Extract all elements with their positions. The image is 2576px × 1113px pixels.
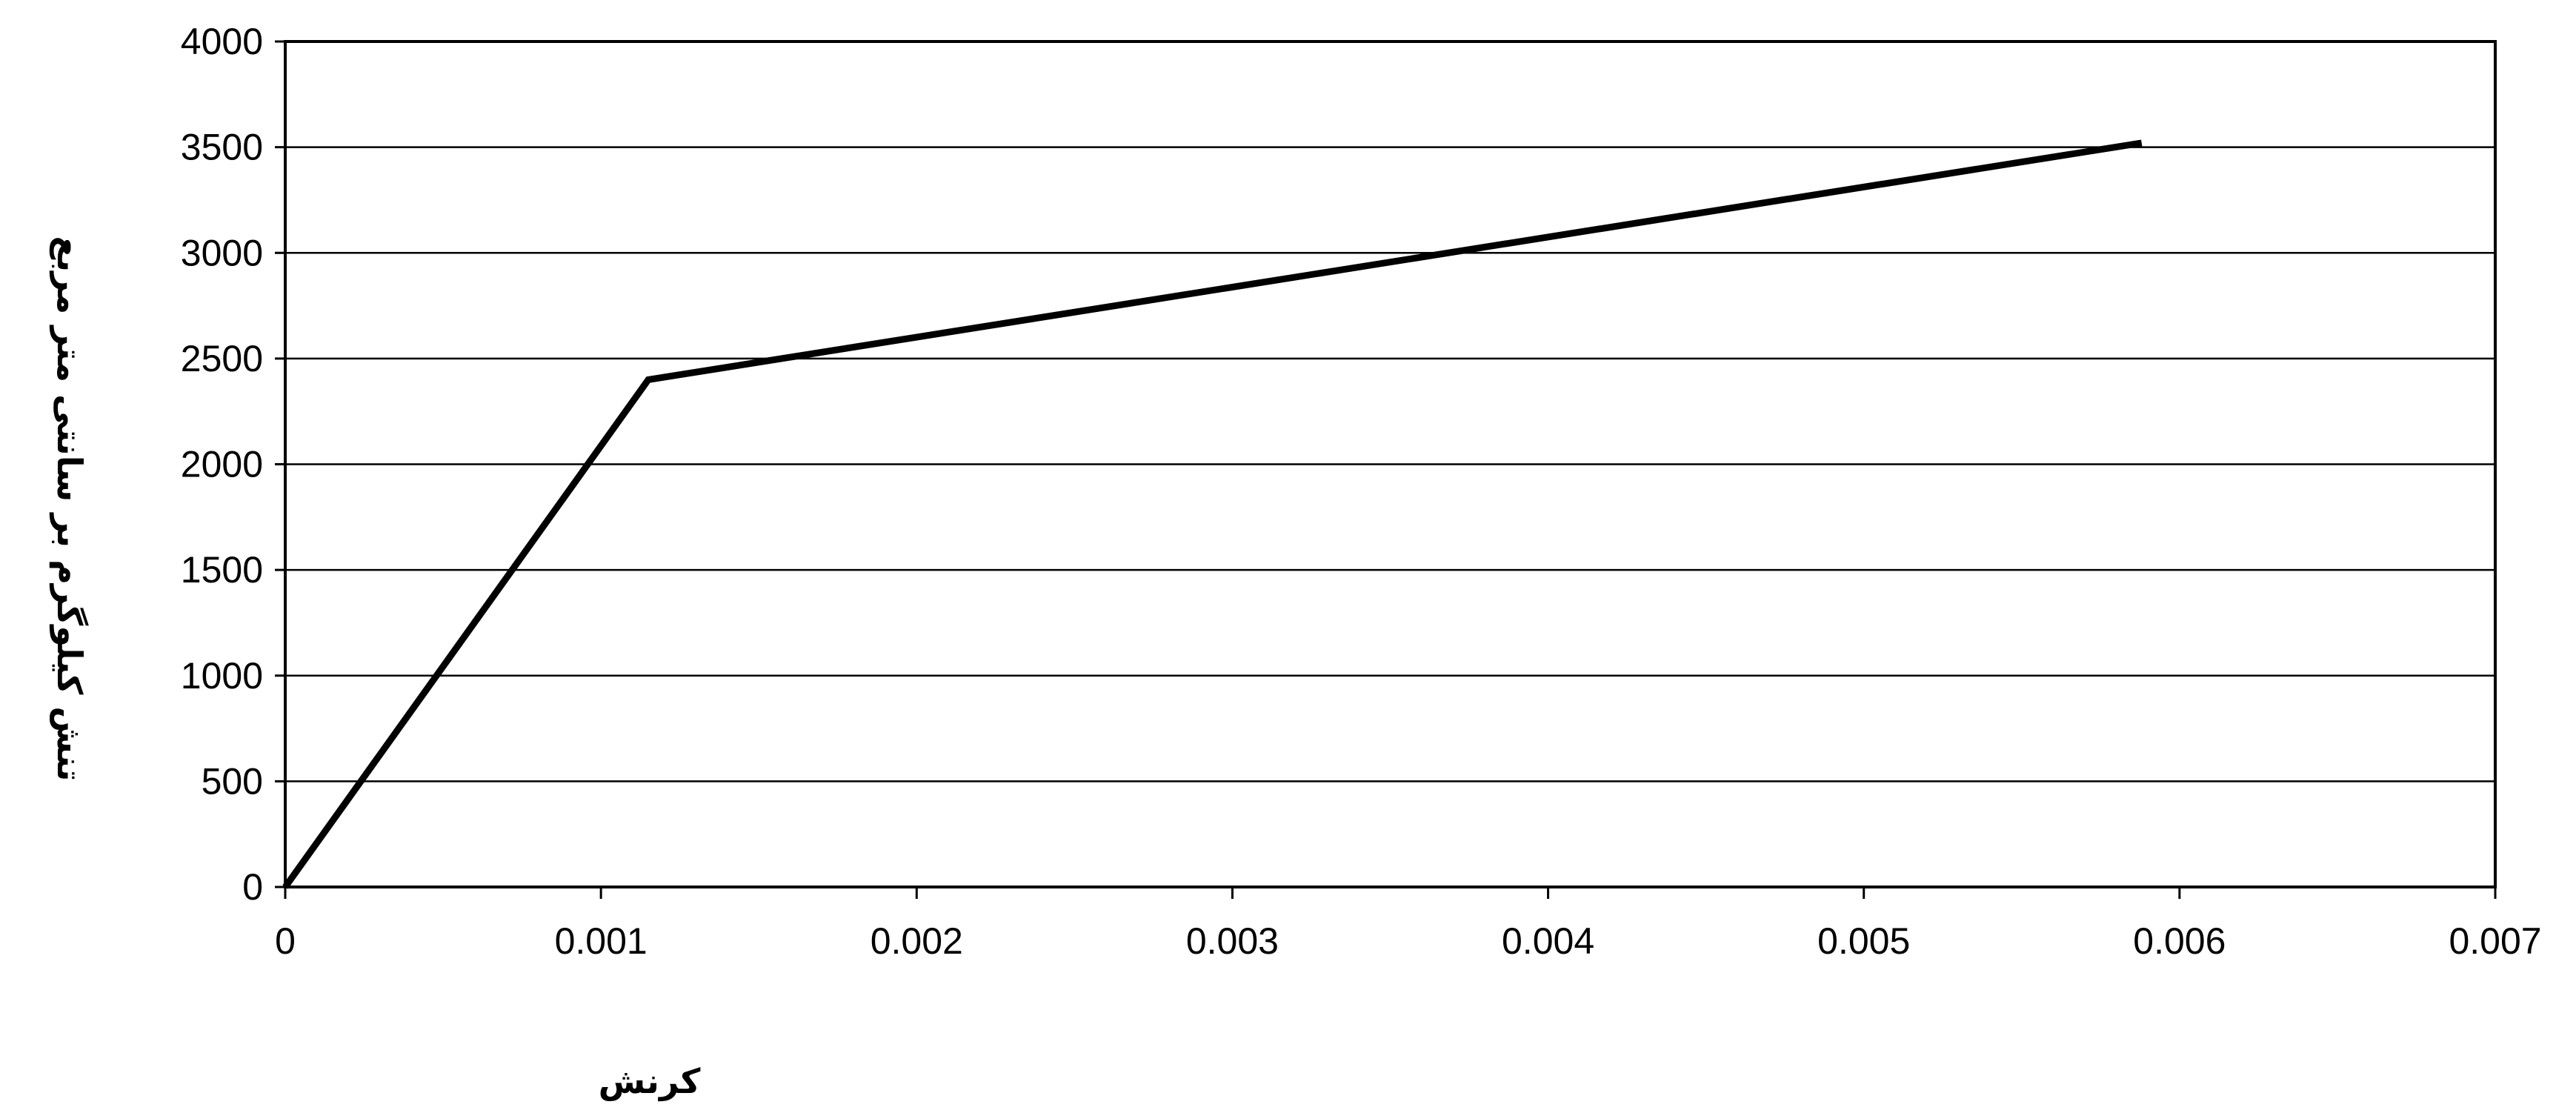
y-tick-label: 0: [242, 866, 263, 908]
series-layer: [282, 139, 2143, 889]
y-tick-label: 3500: [181, 127, 263, 168]
y-axis-title: تنش کیلوگرم بر سانتی متر مربع: [50, 236, 90, 781]
x-axis-title: کرنش: [599, 1061, 701, 1101]
y-tick-label: 2500: [181, 338, 263, 379]
tick-layer: [275, 40, 2497, 899]
x-tick-label: 0.002: [871, 920, 963, 962]
series-line-0: [282, 139, 2143, 889]
x-tick-label: 0: [275, 920, 296, 962]
tick-label-layer: 0 500 1000 1500 2000 2500 3000 3500 4000 0 0.001 0.…: [181, 21, 2542, 962]
x-tick-label: 0.001: [555, 920, 648, 962]
x-tick-label: 0.003: [1186, 920, 1279, 962]
x-tick-label: 0.005: [1817, 920, 1910, 962]
y-tick-label: 1500: [181, 549, 263, 591]
y-tick-label: 500: [202, 760, 263, 802]
y-tick-label: 1000: [181, 655, 263, 697]
x-tick-label: 0.004: [1502, 920, 1594, 962]
y-tick-label: 3000: [181, 232, 263, 273]
grid-layer: [285, 146, 2495, 783]
x-tick-label: 0.006: [2133, 920, 2226, 962]
y-tick-label: 4000: [181, 21, 263, 62]
y-tick-label: 2000: [181, 444, 263, 485]
x-tick-label: 0.007: [2449, 920, 2541, 962]
